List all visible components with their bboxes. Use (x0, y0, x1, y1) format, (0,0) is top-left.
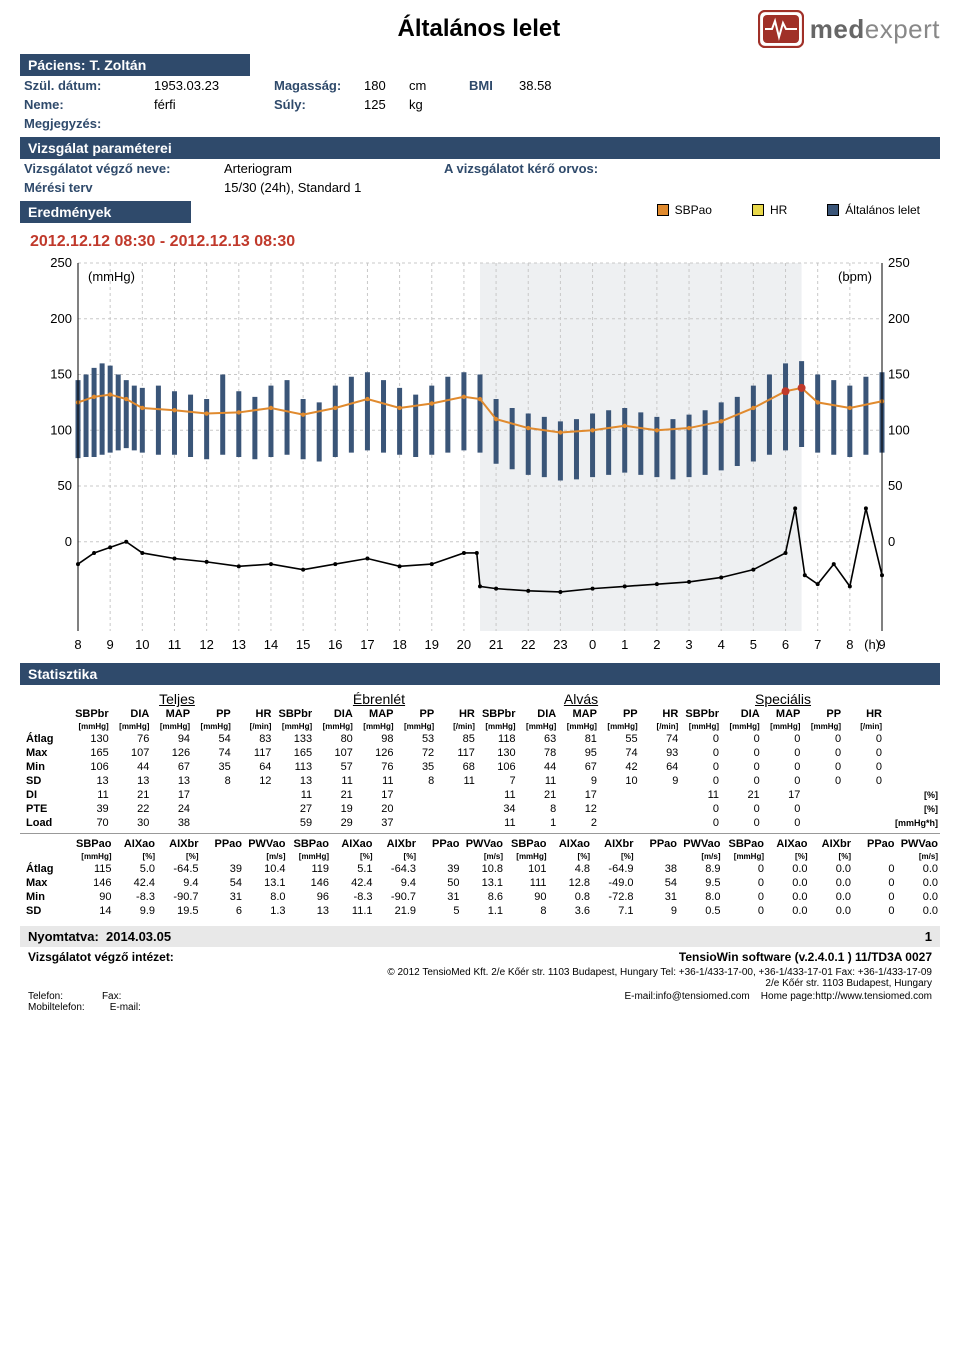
birth-value: 1953.03.23 (150, 76, 270, 95)
stat-table: SBPaoAIXaoAIXbrPPaoPWVaoSBPaoAIXaoAIXbrP… (20, 837, 940, 918)
svg-text:8: 8 (846, 637, 853, 652)
bmi-label: BMI (465, 76, 515, 95)
weight-value: 125 (360, 95, 405, 114)
copyright: © 2012 TensioMed Kft. 2/e Kőér str. 1103… (20, 967, 940, 978)
svg-text:15: 15 (296, 637, 310, 652)
svg-text:150: 150 (888, 367, 910, 382)
svg-text:200: 200 (888, 311, 910, 326)
svg-text:1: 1 (621, 637, 628, 652)
footer-phone: Telefon: Fax: (28, 991, 288, 1002)
height-value: 180 (360, 76, 405, 95)
svg-text:6: 6 (782, 637, 789, 652)
logo: medexpert (758, 10, 940, 48)
page-number: 1 (925, 929, 932, 944)
svg-text:11: 11 (168, 637, 182, 652)
svg-text:21: 21 (489, 637, 503, 652)
patient-bar: Páciens: T. Zoltán (20, 54, 250, 76)
svg-text:250: 250 (50, 255, 72, 270)
svg-text:4: 4 (718, 637, 725, 652)
height-label: Magasság: (270, 76, 360, 95)
logo-text: medexpert (810, 14, 940, 45)
examiner-value: Arteriogram (220, 159, 440, 178)
svg-text:150: 150 (50, 367, 72, 382)
footer-mobile: Mobiltelefon: E-mail: (28, 1002, 288, 1013)
weight-unit: kg (405, 95, 465, 114)
plan-label: Mérési terv (20, 178, 220, 197)
institute-label: Vizsgálatot végző intézet: (28, 950, 174, 964)
chart-legend: SBPao HR Általános lelet (657, 203, 940, 217)
stat-table: SBPbrDIAMAPPPHRSBPbrDIAMAPPPHRSBPbrDIAMA… (20, 707, 940, 830)
svg-text:50: 50 (58, 478, 72, 493)
page-title: Általános lelet (200, 15, 758, 43)
svg-text:0: 0 (589, 637, 596, 652)
printed-label: Nyomtatva: 2014.03.05 (28, 929, 171, 944)
svg-text:10: 10 (135, 637, 149, 652)
svg-text:20: 20 (457, 637, 471, 652)
plan-value: 15/30 (24h), Standard 1 (220, 178, 440, 197)
results-bar: Eredmények (20, 201, 191, 223)
exam-bar: Vizsgálat paraméterei (20, 137, 940, 159)
legend-item: SBPao (657, 203, 712, 217)
group-header: Alvás (480, 691, 682, 707)
bmi-value: 38.58 (515, 76, 940, 95)
svg-text:17: 17 (360, 637, 374, 652)
gender-label: Neme: (20, 95, 150, 114)
group-header: Ébrenlét (278, 691, 480, 707)
doctor-label: A vizsgálatot kérő orvos: (440, 159, 940, 178)
svg-text:12: 12 (199, 637, 213, 652)
logo-icon (758, 10, 804, 48)
footer-links: E-mail:info@tensiomed.com Home page:http… (624, 991, 932, 1002)
svg-text:100: 100 (888, 422, 910, 437)
address: 2/e Kőér str. 1103 Budapest, Hungary (20, 978, 940, 989)
height-unit: cm (405, 76, 465, 95)
svg-text:23: 23 (553, 637, 567, 652)
svg-text:(bpm): (bpm) (838, 269, 872, 284)
stats: TeljesÉbrenlétAlvásSpeciális SBPbrDIAMAP… (20, 691, 940, 918)
header: Általános lelet medexpert (20, 10, 940, 48)
svg-text:50: 50 (888, 478, 902, 493)
svg-text:5: 5 (750, 637, 757, 652)
svg-text:13: 13 (232, 637, 246, 652)
svg-text:14: 14 (264, 637, 278, 652)
svg-text:100: 100 (50, 422, 72, 437)
svg-text:22: 22 (521, 637, 535, 652)
birth-label: Szül. dátum: (20, 76, 150, 95)
legend-item: HR (752, 203, 787, 217)
svg-text:8: 8 (74, 637, 81, 652)
gender-value: férfi (150, 95, 270, 114)
exam-table: Vizsgálatot végző neve: Arteriogram A vi… (20, 159, 940, 197)
svg-text:2: 2 (653, 637, 660, 652)
weight-label: Súly: (270, 95, 360, 114)
svg-text:200: 200 (50, 311, 72, 326)
note-label: Megjegyzés: (20, 114, 150, 133)
stats-bar: Statisztika (20, 663, 940, 685)
group-header: Speciális (682, 691, 884, 707)
svg-text:250: 250 (888, 255, 910, 270)
group-header: Teljes (76, 691, 278, 707)
svg-text:7: 7 (814, 637, 821, 652)
footer: Nyomtatva: 2014.03.05 1 Vizsgálatot végz… (20, 926, 940, 1013)
chart-svg: 0501001502002500501001502002508910111213… (30, 255, 930, 655)
patient-table: Szül. dátum: 1953.03.23 Magasság: 180 cm… (20, 76, 940, 133)
chart: 0501001502002500501001502002508910111213… (30, 255, 930, 655)
svg-text:19: 19 (425, 637, 439, 652)
svg-text:(mmHg): (mmHg) (88, 269, 135, 284)
chart-range: 2012.12.12 08:30 - 2012.12.13 08:30 (30, 233, 940, 251)
examiner-label: Vizsgálatot végző neve: (20, 159, 220, 178)
svg-text:0: 0 (65, 534, 72, 549)
legend-item: Általános lelet (827, 203, 920, 217)
svg-text:16: 16 (328, 637, 342, 652)
svg-text:18: 18 (392, 637, 406, 652)
svg-text:0: 0 (888, 534, 895, 549)
svg-text:(h): (h) (864, 637, 880, 652)
software-version: TensioWin software (v.2.4.0.1 ) 11/TD3A … (679, 950, 932, 964)
svg-text:3: 3 (685, 637, 692, 652)
svg-text:9: 9 (107, 637, 114, 652)
